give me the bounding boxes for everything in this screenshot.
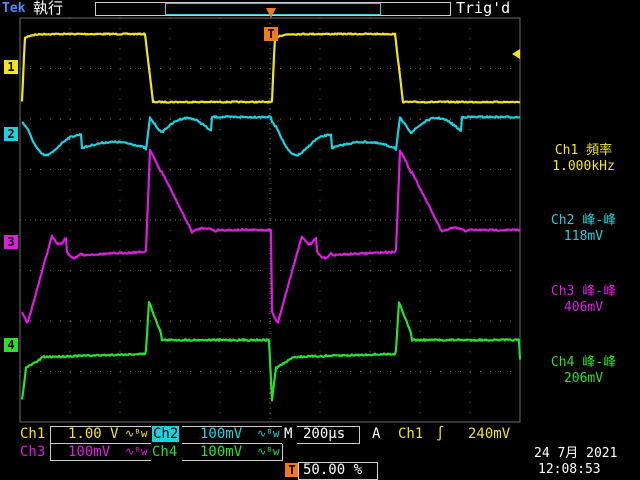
- run-state: 執行: [33, 0, 64, 17]
- ch4-scale-box[interactable]: [182, 444, 283, 461]
- traces: [20, 32, 522, 402]
- ch1-waveform: [20, 32, 521, 104]
- measurement-value: 206mV: [563, 371, 604, 386]
- ch1-scale: 1.00 V: [68, 426, 119, 442]
- measurement-ch1[interactable]: Ch1 頻率 1.000kHz: [527, 143, 640, 175]
- timebase-label: M: [284, 426, 293, 442]
- trigger-mode: A: [372, 426, 381, 442]
- trigger-position: 50.00 %: [303, 462, 363, 478]
- measurement-title: Ch1 頻率: [554, 143, 613, 158]
- trigger-level: 240mV: [468, 426, 511, 442]
- ch2-scale: 100mV: [200, 426, 243, 442]
- date: 24 7月 2021: [534, 446, 618, 461]
- ch3-marker[interactable]: 3: [4, 235, 18, 249]
- measurement-ch3[interactable]: Ch3 峰-峰 406mV: [527, 284, 640, 316]
- bandwidth-icon: ∿ᴮw: [125, 427, 148, 440]
- ch3-label: Ch3: [20, 444, 46, 460]
- ch3-waveform: [21, 148, 521, 324]
- bandwidth-icon: ∿ᴮw: [257, 427, 280, 440]
- ch4-label: Ch4: [152, 444, 178, 460]
- trigger-position-icon: T: [285, 463, 299, 477]
- ch4-waveform: [20, 301, 522, 402]
- measurement-title: Ch4 峰-峰: [550, 355, 617, 370]
- time: 12:08:53: [538, 462, 601, 477]
- measurement-value: 406mV: [563, 300, 604, 315]
- measurement-value: 118mV: [563, 229, 604, 244]
- ch1-label: Ch1: [20, 426, 46, 442]
- ch1-scale-box[interactable]: [50, 426, 151, 444]
- ch4-marker[interactable]: 4: [4, 338, 18, 352]
- ch1-marker[interactable]: 1: [4, 60, 18, 74]
- trigger-level-arrow-icon: [512, 49, 520, 59]
- ch3-scale-box[interactable]: [50, 444, 151, 461]
- bandwidth-icon: ∿ᴮw: [125, 445, 148, 458]
- trigger-status: Trig'd: [456, 0, 511, 17]
- trigger-position-marker: T: [264, 27, 278, 41]
- ch2-scale-box[interactable]: [182, 426, 282, 444]
- ch4-scale: 100mV: [200, 444, 243, 460]
- ch2-waveform: [21, 115, 521, 157]
- measurement-title: Ch2 峰-峰: [550, 213, 617, 228]
- timebase-box[interactable]: [297, 426, 360, 444]
- trigger-slope-icon: ∫: [436, 426, 445, 442]
- measurement-ch2[interactable]: Ch2 峰-峰 118mV: [527, 213, 640, 245]
- ch3-scale: 100mV: [68, 444, 111, 460]
- measurement-ch4[interactable]: Ch4 峰-峰 206mV: [527, 355, 640, 387]
- timebase-value: 200µs: [303, 426, 346, 442]
- measurement-value: 1.000kHz: [552, 159, 615, 174]
- trigger-source: Ch1: [398, 426, 424, 442]
- trigger-position-arrow-icon: [266, 8, 276, 18]
- ch2-label: Ch2: [152, 426, 180, 442]
- bandwidth-icon: ∿ᴮw: [257, 445, 280, 458]
- graticule: [19, 17, 521, 423]
- measurement-title: Ch3 峰-峰: [550, 284, 617, 299]
- ch2-marker[interactable]: 2: [4, 127, 18, 141]
- brand-logo: Tek: [2, 1, 26, 16]
